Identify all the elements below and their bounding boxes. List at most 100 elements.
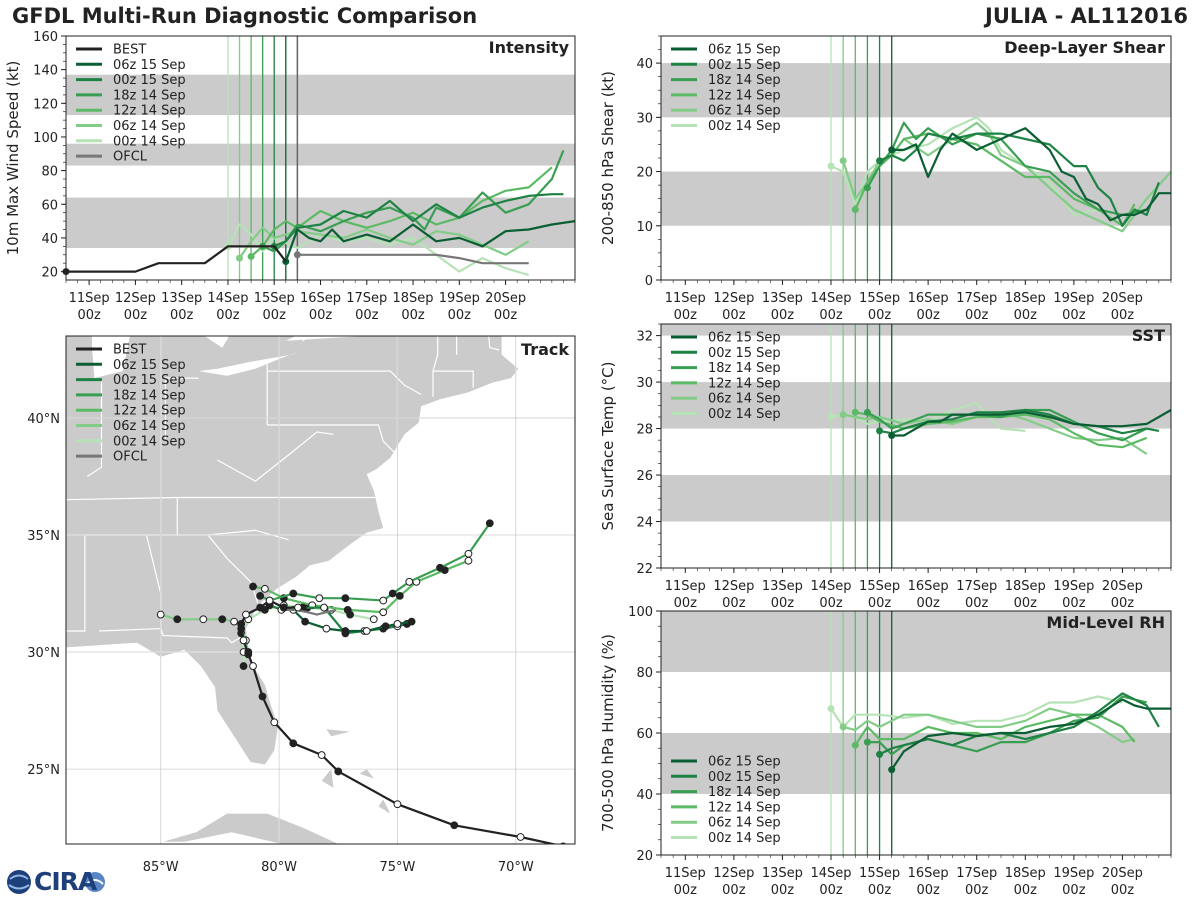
lake-michigan <box>92 336 130 379</box>
title-right: JULIA - AL112016 <box>985 4 1188 28</box>
rh-xtick-day: 15Sep <box>859 866 900 881</box>
track-map <box>66 336 575 844</box>
intensity-title: Intensity <box>489 38 570 57</box>
sst-xtick-hour: 00z <box>1062 596 1086 611</box>
rh-title: Mid-Level RH <box>1046 613 1165 632</box>
rh-series-start-point <box>851 741 859 749</box>
track-point <box>230 617 238 626</box>
intensity-series-line <box>297 253 529 265</box>
intensity-xtick-hour: 00z <box>77 308 101 323</box>
track-point <box>265 596 274 605</box>
rh-series-start-point <box>876 750 884 758</box>
track-xtick-label: 80°W <box>261 860 297 875</box>
intensity-frame <box>65 35 576 281</box>
shear-ytick-label: 40 <box>636 57 653 72</box>
track-point <box>173 615 182 624</box>
rh-xtick-hour: 00z <box>965 883 989 898</box>
shear-ytick-label: 10 <box>636 220 653 235</box>
track-chart: 85°W 80°W 75°W 70°W 25°N 30°N 35°N 40°N Track BES… <box>27 335 576 875</box>
shear-xtick-hour: 00z <box>916 308 940 323</box>
rh-ytick-label: 80 <box>636 666 653 681</box>
rh-ytick-label: 40 <box>636 788 653 803</box>
lake-huron <box>204 336 230 348</box>
sst-ytick-label: 28 <box>636 423 653 438</box>
intensity-ytick-label: 80 <box>41 165 58 180</box>
sst-ytick-label: 22 <box>636 562 653 577</box>
track-ytick-label: 35°N <box>27 529 60 544</box>
sst-frame <box>660 323 1172 569</box>
state-border <box>217 431 334 482</box>
rh-xtick-day: 19Sep <box>1053 866 1094 881</box>
state-border <box>267 424 396 454</box>
shear-ytick-label: 30 <box>636 111 653 126</box>
track-point <box>341 594 350 603</box>
track-point <box>218 615 227 624</box>
track-legend-label: 12z 14 Sep <box>113 404 186 419</box>
shear-legend-label: 00z 14 Sep <box>708 119 781 134</box>
intensity-xtick-day: 14Sep <box>207 291 248 306</box>
rh-xtick-day: 20Sep <box>1102 866 1143 881</box>
track-point <box>341 627 350 635</box>
shear-series-line <box>842 121 1172 233</box>
track-point <box>405 577 414 586</box>
intensity-series-start-point <box>247 252 255 260</box>
intensity-xtick-day: 13Sep <box>161 291 202 306</box>
track-point <box>317 751 326 759</box>
intensity-series-line <box>284 220 576 262</box>
shear-xtick-hour: 00z <box>771 308 795 323</box>
rh-xtick-hour: 00z <box>868 883 892 898</box>
sst-series-start-point <box>863 408 871 416</box>
state-border <box>207 534 259 604</box>
intensity-xtick-hour: 00z <box>448 308 472 323</box>
track-point <box>320 603 328 612</box>
sst-legend-label: 06z 14 Sep <box>708 392 781 407</box>
shear-series-start-point <box>888 146 896 154</box>
intensity-xtick-day: 15Sep <box>254 291 295 306</box>
intensity-xtick-hour: 00z <box>401 308 425 323</box>
shear-xtick-hour: 00z <box>1014 308 1038 323</box>
track-point <box>464 549 473 558</box>
state-border <box>86 378 103 478</box>
sst-series-start-point <box>827 413 835 421</box>
track-legend-label: 18z 14 Sep <box>113 388 186 403</box>
rh-legend-label: 00z 15 Sep <box>708 770 781 785</box>
intensity-chart: 20 40 60 80 100 120 140 160 11Sep 00z 12Sep 00z 13Se… <box>4 30 576 323</box>
land-bahamas <box>378 799 391 814</box>
intensity-series-line <box>66 245 287 273</box>
intensity-ytick-label: 20 <box>41 266 58 281</box>
sst-ylabel: Sea Surface Temp (°C) <box>599 361 617 530</box>
rh-xtick-day: 16Sep <box>908 866 949 881</box>
sst-xtick-day: 12Sep <box>713 579 754 594</box>
intensity-xtick-hour: 00z <box>309 308 333 323</box>
rh-legend-label: 00z 14 Sep <box>708 831 781 846</box>
track-point <box>239 636 248 645</box>
intensity-series-start-point <box>236 254 244 262</box>
track-point <box>516 833 525 841</box>
track-title: Track <box>521 340 569 359</box>
sst-xtick-hour: 00z <box>965 596 989 611</box>
sst-xtick-hour: 00z <box>916 596 940 611</box>
track-point <box>256 591 265 600</box>
track-point <box>279 603 288 612</box>
sst-chart: 22 24 26 28 30 32 11Sep 00z 12Sep 00z 13Sep 00z 14Se… <box>599 323 1172 611</box>
shear-xtick-hour: 00z <box>674 308 698 323</box>
intensity-series-start-point <box>293 251 301 259</box>
shear-xtick-day: 14Sep <box>810 291 851 306</box>
shear-legend-label: 00z 15 Sep <box>708 58 781 73</box>
rh-ytick-label: 20 <box>636 849 653 864</box>
state-border <box>164 377 199 439</box>
state-border <box>432 336 439 397</box>
track-point <box>249 582 257 591</box>
intensity-xtick-hour: 00z <box>170 308 194 323</box>
rh-xtick-hour: 00z <box>771 883 795 898</box>
shear-xtick-day: 13Sep <box>762 291 803 306</box>
rh-frame <box>660 610 1172 856</box>
rh-xtick-hour: 00z <box>674 883 698 898</box>
track-point <box>315 594 324 603</box>
rh-legend-label: 06z 14 Sep <box>708 816 781 831</box>
state-border <box>433 370 474 388</box>
rh-xtick-day: 13Sep <box>762 866 803 881</box>
sst-series-start-point <box>876 427 884 435</box>
track-point <box>388 589 397 598</box>
shear-xtick-day: 16Sep <box>908 291 949 306</box>
